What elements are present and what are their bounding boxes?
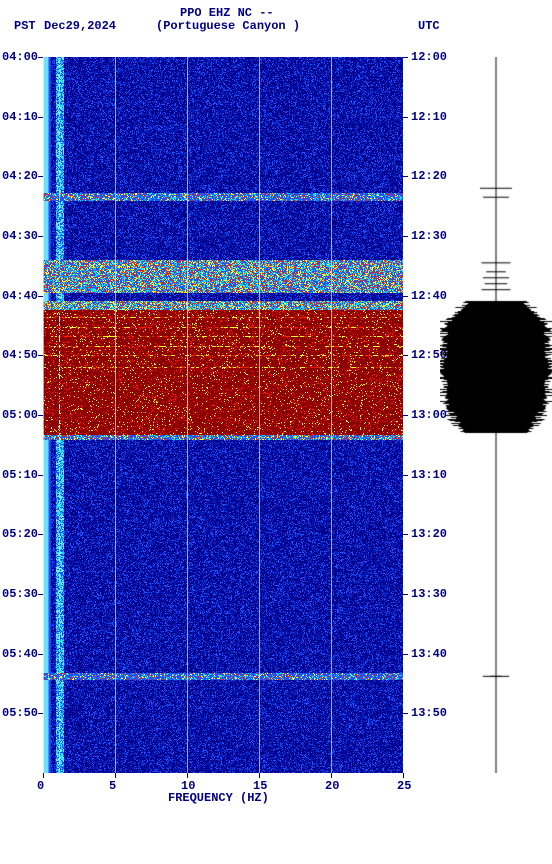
station-line1: PPO EHZ NC --	[180, 6, 274, 20]
freq-tick: 0	[37, 779, 44, 793]
pst-tick: 04:20	[2, 169, 38, 183]
pst-tick: 05:00	[2, 408, 38, 422]
freq-tick: 25	[397, 779, 411, 793]
frequency-axis: 0510152025	[0, 773, 552, 813]
station-line2: (Portuguese Canyon )	[156, 19, 300, 33]
pst-tick: 04:00	[2, 50, 38, 64]
spectrogram-canvas	[43, 57, 403, 773]
waveform-panel	[440, 57, 552, 773]
pst-tick: 05:20	[2, 527, 38, 541]
freq-tick: 5	[109, 779, 116, 793]
pst-tick: 05:40	[2, 647, 38, 661]
waveform-canvas	[440, 57, 552, 773]
spectrogram-plot	[43, 57, 403, 773]
frequency-label: FREQUENCY (HZ)	[168, 791, 269, 805]
pst-tick: 05:50	[2, 706, 38, 720]
pst-tick: 04:50	[2, 348, 38, 362]
pst-tick: 05:30	[2, 587, 38, 601]
pst-tick: 04:10	[2, 110, 38, 124]
date-label: Dec29,2024	[44, 19, 116, 33]
freq-tick: 20	[325, 779, 339, 793]
pst-tick: 04:30	[2, 229, 38, 243]
pst-axis: 04:00 04:10 04:20 04:30 04:40 04:50 05:00 05:10…	[0, 0, 43, 864]
header: PST Dec29,2024 PPO EHZ NC -- (Portuguese…	[0, 4, 552, 44]
pst-tick: 04:40	[2, 289, 38, 303]
pst-tick: 05:10	[2, 468, 38, 482]
